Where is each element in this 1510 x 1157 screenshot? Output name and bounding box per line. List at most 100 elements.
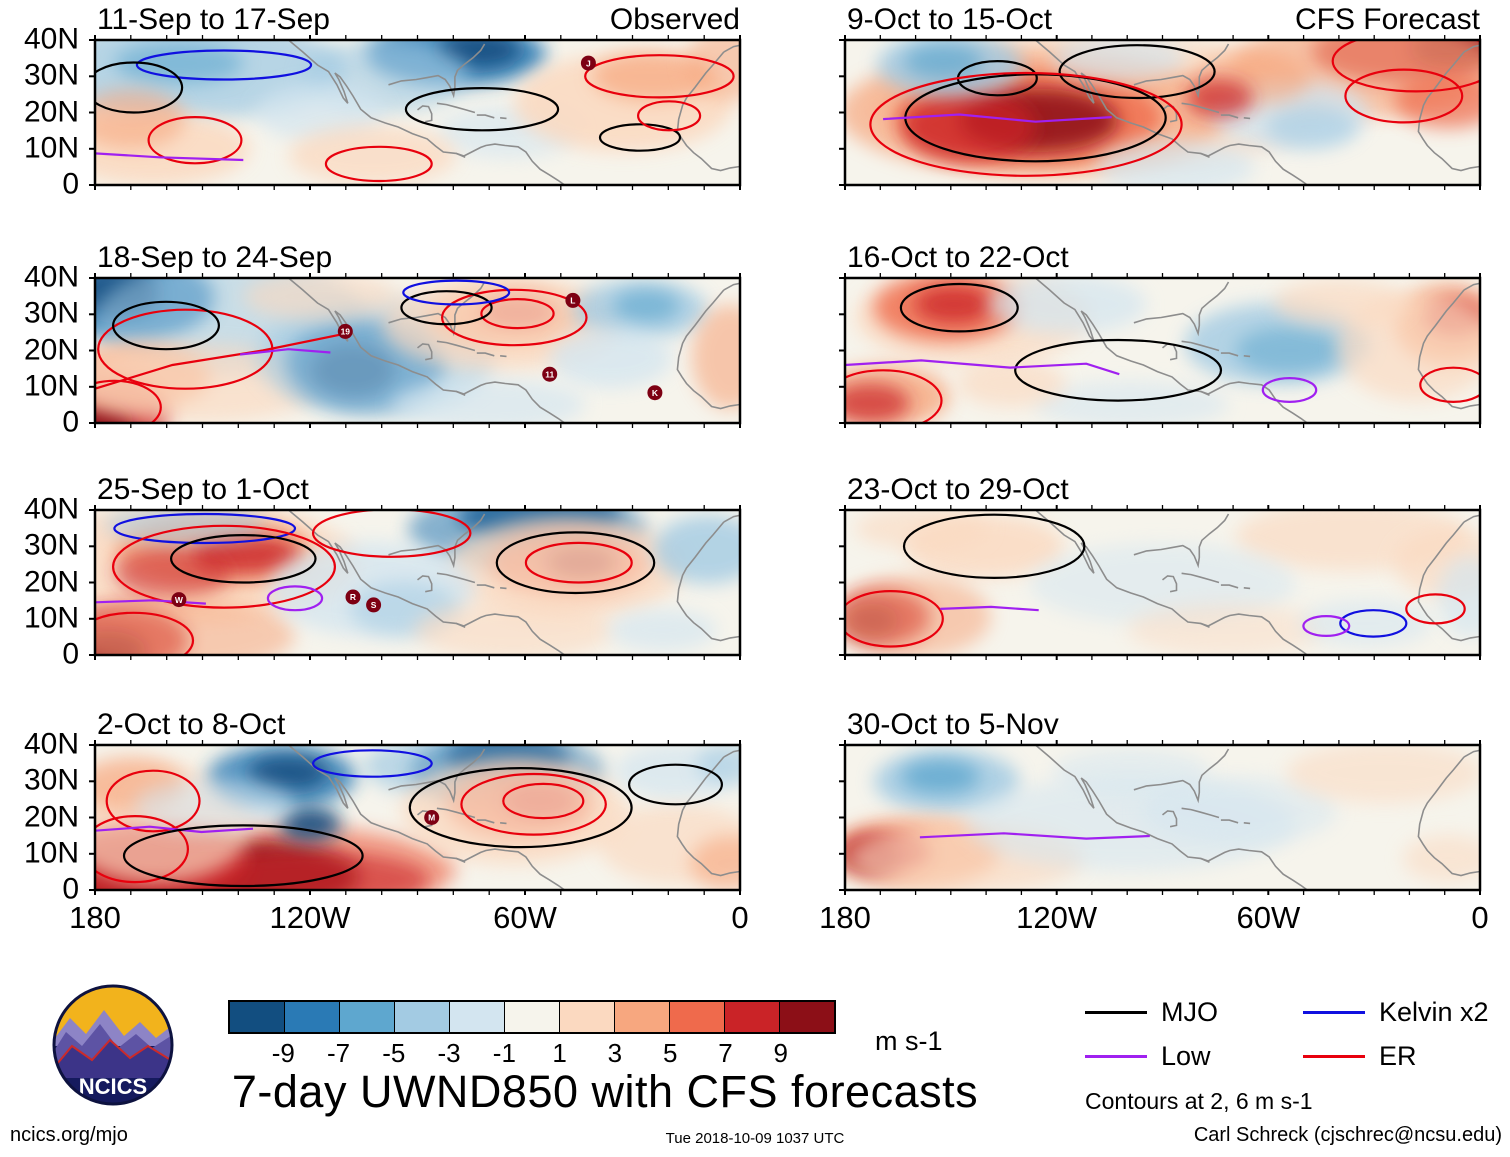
panel-title: 25-Sep to 1-Oct <box>97 473 309 506</box>
panel-title: 18-Sep to 24-Sep <box>97 241 333 274</box>
logo-text: NCICS <box>79 1074 147 1099</box>
y-tick-label: 10N <box>23 601 79 635</box>
y-axis-labels: 40N 30N 20N 10N 0 <box>5 260 87 438</box>
panel-forecast-week2: 16-Oct to 22-Oct <box>839 241 1482 428</box>
y-tick-label: 10N <box>23 836 79 870</box>
legend-item-kelvin-x2: Kelvin x2 <box>1303 990 1510 1034</box>
y-tick-label: 0 <box>62 637 79 671</box>
x-tick-label: 120W <box>269 900 351 935</box>
svg-text:J: J <box>586 58 591 68</box>
colorbar-tick-label: -7 <box>326 1038 351 1068</box>
panel-observed-week2: 18-Sep to 24-Sep 40N 30N 20N 10N 0 19 L 11 K <box>24 241 742 438</box>
colorbar-cell <box>395 1002 450 1032</box>
y-tick-label: 40N <box>23 22 79 56</box>
legend-item-er: ER <box>1303 1034 1510 1078</box>
colorbar-tick-label: -9 <box>271 1038 295 1068</box>
x-axis-labels-left: 180 120W 60W 0 <box>69 896 748 936</box>
logo-red-ridge <box>55 1038 171 1071</box>
legend-line-swatch <box>1085 1054 1147 1058</box>
colorbar-cells <box>228 1000 836 1034</box>
footer-url: ncics.org/mjo <box>10 1124 128 1146</box>
panel-title: 23-Oct to 29-Oct <box>847 473 1069 506</box>
panel-title: 30-Oct to 5-Nov <box>847 708 1059 741</box>
map-plot <box>839 505 1482 660</box>
colorbar-ticks: -9 -7 -5 -3 -1 1 3 5 7 9 <box>228 1034 836 1068</box>
legend-item-mjo: MJO <box>1085 990 1303 1034</box>
panel-forecast-week1: 9-Oct to 15-Oct CFS Forecast <box>839 3 1482 190</box>
map-plot: W RS <box>89 505 742 660</box>
panel-title: 11-Sep to 17-Sep <box>97 3 330 36</box>
y-tick-label: 30N <box>23 296 79 330</box>
y-tick-label: 30N <box>23 528 79 562</box>
legend-item-low: Low <box>1085 1034 1303 1078</box>
x-tick-label: 0 <box>1471 900 1489 935</box>
y-tick-label: 20N <box>23 799 79 833</box>
colorbar-cell <box>670 1002 725 1032</box>
map-plot <box>839 35 1482 190</box>
svg-text:K: K <box>652 388 659 398</box>
y-tick-label: 0 <box>62 872 79 906</box>
figure-title: 7-day UWND850 with CFS forecasts <box>231 1066 979 1117</box>
map-plot: M <box>89 740 742 895</box>
y-tick-label: 0 <box>62 167 79 201</box>
y-tick-label: 40N <box>23 260 79 294</box>
units-label: m s-1 <box>875 1026 943 1056</box>
colorbar-tick-label: 3 <box>607 1038 623 1068</box>
y-tick-label: 0 <box>62 405 79 439</box>
footer-author: Carl Schreck (cjschrec@ncsu.edu) <box>1193 1124 1502 1146</box>
legend-label: Kelvin x2 <box>1379 996 1489 1027</box>
panel-forecast-week3: 23-Oct to 29-Oct <box>839 473 1482 660</box>
column-label-forecast: CFS Forecast <box>1294 3 1480 36</box>
colorbar-cell <box>780 1002 834 1032</box>
svg-text:S: S <box>371 600 377 610</box>
colorbar-tick-label: -3 <box>437 1038 461 1068</box>
legend-line-swatch <box>1303 1010 1365 1014</box>
colorbar-tick-label: -5 <box>382 1038 406 1068</box>
colorbar-cell <box>615 1002 670 1032</box>
colorbar-cell <box>560 1002 615 1032</box>
colorbar-tick-label: -1 <box>492 1038 516 1068</box>
panel-title: 16-Oct to 22-Oct <box>847 241 1069 274</box>
x-tick-label: 60W <box>493 900 557 935</box>
y-tick-label: 30N <box>23 763 79 797</box>
panel-observed-week1: 11-Sep to 17-Sep Observed 40N 30N 20N 10N 0 … <box>24 3 742 200</box>
svg-text:W: W <box>175 595 184 605</box>
panel-title: 9-Oct to 15-Oct <box>847 3 1053 36</box>
svg-text:11: 11 <box>545 369 554 379</box>
contour-levels-note: Contours at 2, 6 m s-1 <box>1085 1088 1313 1114</box>
y-axis-labels: 40N 30N 20N 10N 0 <box>5 22 87 200</box>
legend-line-swatch <box>1303 1054 1365 1058</box>
y-axis-labels: 40N 30N 20N 10N 0 <box>5 492 87 670</box>
svg-text:19: 19 <box>341 327 351 337</box>
panel-forecast-week4: 30-Oct to 5-Nov <box>839 708 1482 895</box>
x-tick-label: 180 <box>69 900 121 935</box>
y-tick-label: 20N <box>23 564 79 598</box>
colorbar-tick-label: 1 <box>552 1038 567 1068</box>
y-tick-label: 40N <box>23 727 79 761</box>
contour-legend: MJO Low Kelvin x2 ER <box>1085 990 1510 1078</box>
svg-text:R: R <box>350 592 356 602</box>
colorbar-cell <box>230 1002 285 1032</box>
colorbar-cell <box>725 1002 780 1032</box>
y-tick-label: 20N <box>23 332 79 366</box>
footer-timestamp: Tue 2018-10-09 1037 UTC <box>665 1130 845 1147</box>
x-tick-label: 180 <box>819 900 871 935</box>
y-tick-label: 10N <box>23 131 79 165</box>
legend-label: ER <box>1379 1040 1417 1071</box>
y-tick-label: 30N <box>23 58 79 92</box>
legend-label: Low <box>1161 1040 1211 1071</box>
x-axis-labels-right: 180 120W 60W 0 <box>819 896 1488 936</box>
legend-line-swatch <box>1085 1010 1147 1014</box>
colorbar-tick-label: 9 <box>773 1038 788 1068</box>
colorbar-cell <box>505 1002 560 1032</box>
legend-label: MJO <box>1161 996 1218 1027</box>
x-tick-label: 60W <box>1236 900 1301 935</box>
colorbar-cell <box>285 1002 340 1032</box>
ncics-logo: NCICS <box>52 984 174 1111</box>
map-plot: 19 L 11 K <box>89 273 742 428</box>
colorbar-tick-label: 7 <box>718 1038 733 1068</box>
map-plot <box>839 740 1482 895</box>
colorbar-tick-label: 5 <box>662 1038 678 1068</box>
map-plot <box>839 273 1482 428</box>
